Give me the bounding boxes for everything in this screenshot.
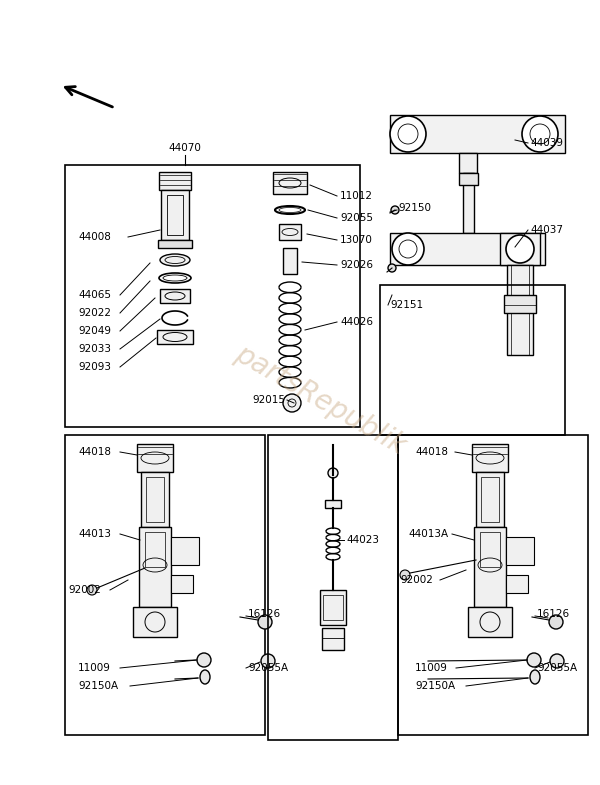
Text: 92022: 92022	[78, 308, 111, 318]
Bar	[500, 233, 540, 265]
Bar	[65, 435, 265, 735]
Circle shape	[506, 235, 534, 263]
Text: 92150A: 92150A	[78, 681, 118, 691]
Text: 44070: 44070	[169, 143, 202, 153]
Circle shape	[283, 394, 301, 412]
Bar	[472, 444, 508, 472]
Text: partsRepublik: partsRepublik	[230, 340, 410, 460]
Bar	[459, 173, 478, 185]
Bar	[171, 575, 193, 593]
Text: 44039: 44039	[530, 138, 563, 148]
Bar	[146, 477, 164, 522]
Ellipse shape	[530, 670, 540, 684]
Text: 44023: 44023	[346, 535, 379, 545]
Circle shape	[87, 585, 97, 595]
Bar	[137, 444, 173, 472]
Circle shape	[527, 653, 541, 667]
Bar	[325, 500, 341, 508]
Bar	[504, 295, 536, 313]
Bar	[160, 289, 190, 303]
Bar	[481, 477, 499, 522]
Circle shape	[197, 653, 211, 667]
Text: 44018: 44018	[415, 447, 448, 457]
Bar	[463, 173, 474, 233]
Text: 11012: 11012	[340, 191, 373, 201]
Bar	[171, 537, 199, 565]
Text: 16126: 16126	[248, 609, 281, 619]
Circle shape	[390, 116, 426, 152]
Bar	[273, 172, 307, 194]
Bar	[283, 248, 297, 274]
Circle shape	[522, 116, 558, 152]
Bar	[390, 233, 545, 265]
Text: 92093: 92093	[78, 362, 111, 372]
Bar	[65, 165, 360, 427]
Text: 44013: 44013	[78, 529, 111, 539]
Bar	[459, 153, 477, 173]
Bar	[133, 607, 177, 637]
Bar	[474, 527, 506, 607]
Circle shape	[388, 264, 396, 272]
Text: 13070: 13070	[340, 235, 373, 245]
Bar	[161, 190, 189, 240]
Text: 92015: 92015	[252, 395, 285, 405]
Circle shape	[258, 615, 272, 629]
Bar	[398, 435, 588, 735]
Text: 92055A: 92055A	[248, 663, 288, 673]
Bar	[320, 590, 346, 625]
Text: 44026: 44026	[340, 317, 373, 327]
Circle shape	[549, 615, 563, 629]
Bar	[268, 435, 398, 740]
Bar	[507, 265, 533, 355]
Circle shape	[400, 570, 410, 580]
Bar	[468, 607, 512, 637]
Text: 92055A: 92055A	[537, 663, 577, 673]
Bar	[145, 532, 165, 567]
Text: 92150A: 92150A	[415, 681, 455, 691]
Circle shape	[392, 233, 424, 265]
Text: 44018: 44018	[78, 447, 111, 457]
Bar	[141, 472, 169, 527]
Bar	[167, 195, 183, 235]
Text: 92002: 92002	[68, 585, 101, 595]
Text: 44065: 44065	[78, 290, 111, 300]
Text: 92002: 92002	[400, 575, 433, 585]
Bar	[511, 265, 529, 355]
Bar	[380, 285, 565, 435]
Bar	[390, 115, 565, 153]
Text: 11009: 11009	[78, 663, 111, 673]
Bar	[157, 330, 193, 344]
Bar	[139, 527, 171, 607]
Text: 92151: 92151	[390, 300, 423, 310]
Circle shape	[261, 654, 275, 668]
Text: 11009: 11009	[415, 663, 448, 673]
Ellipse shape	[160, 254, 190, 266]
Text: 44013A: 44013A	[408, 529, 448, 539]
Bar	[506, 575, 528, 593]
Ellipse shape	[200, 670, 210, 684]
Bar	[159, 172, 191, 190]
Text: 92033: 92033	[78, 344, 111, 354]
Text: 44008: 44008	[78, 232, 111, 242]
Circle shape	[391, 206, 399, 214]
Bar	[322, 628, 344, 650]
Text: 92049: 92049	[78, 326, 111, 336]
Bar	[158, 240, 192, 248]
Bar	[476, 472, 504, 527]
Bar	[323, 595, 343, 620]
Text: 92026: 92026	[340, 260, 373, 270]
Bar	[480, 532, 500, 567]
Text: 16126: 16126	[537, 609, 570, 619]
Text: 44037: 44037	[530, 225, 563, 235]
Bar	[279, 224, 301, 240]
Text: 92055: 92055	[340, 213, 373, 223]
Circle shape	[328, 468, 338, 478]
Circle shape	[550, 654, 564, 668]
Text: 92150: 92150	[398, 203, 431, 213]
Bar	[506, 537, 534, 565]
